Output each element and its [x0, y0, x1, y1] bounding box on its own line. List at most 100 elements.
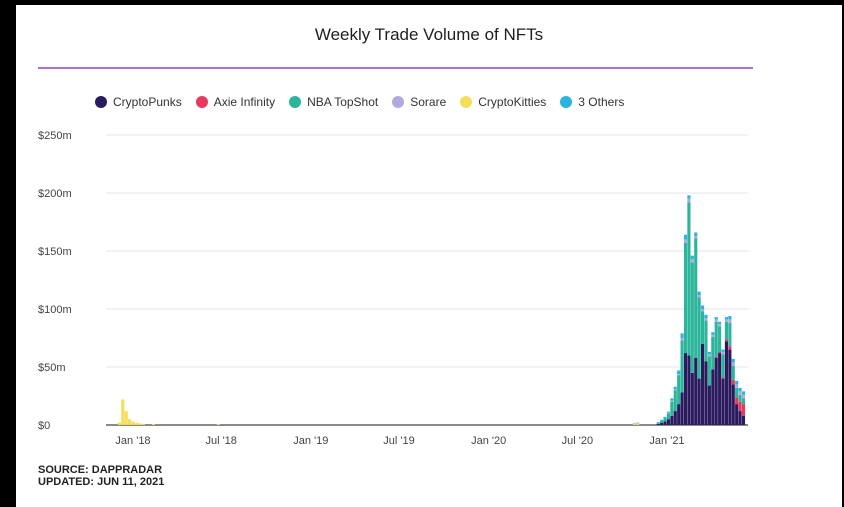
bar-segment	[683, 242, 688, 354]
bar-segment	[714, 319, 718, 322]
bar-segment	[683, 239, 688, 243]
bar-segment	[666, 411, 671, 413]
x-tick-label: Jul '20	[562, 435, 593, 447]
bar-segment	[687, 195, 691, 199]
legend-label: Sorare	[410, 95, 447, 109]
bar-segment	[707, 356, 711, 386]
bar-segment	[656, 422, 660, 424]
bar-segment	[714, 317, 718, 320]
bar-segment	[680, 333, 684, 338]
bar-segment	[138, 423, 142, 425]
bar-segment	[694, 357, 698, 425]
legend-item-cryptopunks: CryptoPunks	[95, 95, 182, 109]
bar-segment	[663, 418, 667, 422]
bar-segment	[660, 419, 664, 421]
bar-segment	[666, 412, 671, 414]
bar-segment	[711, 332, 715, 335]
bar-segment	[707, 385, 711, 425]
bar-segment	[735, 387, 739, 398]
bar-segment	[677, 375, 681, 405]
legend-swatch	[460, 96, 473, 108]
legend-swatch	[195, 96, 208, 108]
bar-segment	[711, 336, 715, 370]
bar-segment	[128, 419, 132, 425]
bar-segment	[700, 305, 705, 309]
legend-item-3-others: 3 Others	[560, 95, 624, 109]
bar-segment	[738, 394, 742, 402]
legend-label: Axie Infinity	[213, 95, 276, 109]
legend-label: NBA TopShot	[307, 95, 379, 109]
bar-segment	[690, 259, 694, 263]
legend-item-axie-infinity: Axie Infinity	[195, 95, 276, 109]
legend-swatch	[392, 96, 405, 108]
bar-segment	[735, 380, 739, 385]
bar-segment	[735, 397, 739, 405]
bar-segment	[707, 354, 711, 357]
bar-segment	[721, 378, 725, 425]
y-tick-label: $150m	[38, 246, 72, 258]
bar-segment	[660, 420, 664, 423]
legend-item-sorare: Sorare	[392, 95, 446, 109]
x-tick-label: Jan '20	[471, 435, 506, 447]
bar-segment	[680, 392, 684, 425]
bar-segment	[721, 349, 725, 352]
bar-segment	[728, 319, 732, 323]
bar-segment	[724, 341, 729, 425]
bar-segment	[683, 353, 688, 425]
plot-area: $0 $50m $100m $150m $200m $250m Jan '18 Jul '18…	[38, 130, 748, 447]
bar-segment	[728, 315, 732, 320]
bar-segment	[683, 234, 688, 240]
x-tick-label: Jan '21	[649, 435, 684, 447]
bar-segment	[687, 355, 691, 425]
bar-segment	[738, 391, 742, 395]
bar-segment	[690, 255, 694, 260]
bar-segment	[134, 422, 138, 425]
bar-segment	[735, 384, 739, 388]
bar-segment	[714, 356, 718, 358]
bar-segment	[694, 238, 698, 358]
bar-segment	[670, 400, 674, 402]
bar-segment	[124, 411, 128, 425]
bar-segment	[718, 326, 722, 352]
bar-segment	[687, 198, 691, 203]
bar-segment	[728, 322, 732, 347]
bar-segment	[718, 353, 722, 425]
bar-segment	[687, 202, 691, 356]
bar-segment	[738, 411, 742, 425]
bar-segment	[714, 321, 718, 357]
bar-segment	[707, 351, 711, 355]
y-tick-label: $0	[38, 420, 50, 432]
bar-segment	[738, 401, 742, 412]
screenshot-border	[0, 0, 16, 507]
legend-item-nba-topshot: NBA TopShot	[289, 95, 378, 109]
bar-segment	[663, 421, 667, 425]
bar-segment	[714, 357, 718, 425]
bar-segment	[673, 389, 677, 391]
bar-segment	[735, 404, 739, 425]
bar-segment	[741, 391, 746, 395]
bar-segment	[700, 309, 705, 312]
bar-segment	[721, 377, 725, 379]
y-tick-label: $200m	[38, 188, 72, 200]
x-tick-label: Jan '19	[293, 435, 328, 447]
bar-segment	[670, 398, 674, 401]
bar-segment	[718, 324, 722, 327]
bar-segment	[724, 321, 729, 340]
updated-note: UPDATED: JUN 11, 2021	[38, 476, 165, 488]
bar-segment	[694, 232, 698, 236]
chart-card: Weekly Trade Volume of NFTs CryptoPunks …	[16, 5, 842, 507]
x-tick-label: Jul '18	[205, 435, 236, 447]
bar-segment	[677, 373, 681, 376]
bar-segment	[724, 317, 729, 320]
bar-segment	[666, 419, 671, 425]
bar-segment	[216, 424, 220, 425]
bar-segment	[741, 398, 746, 405]
bar-segment	[704, 320, 708, 362]
legend-label: CryptoKitties	[478, 95, 547, 109]
bar-segment	[700, 311, 705, 344]
title-divider	[38, 67, 753, 69]
bar-segment	[731, 365, 735, 380]
bar-segment	[718, 321, 722, 325]
chart-legend: CryptoPunks Axie Infinity NBA TopShot So…	[95, 95, 624, 109]
legend-item-cryptokitties: CryptoKitties	[460, 95, 546, 109]
